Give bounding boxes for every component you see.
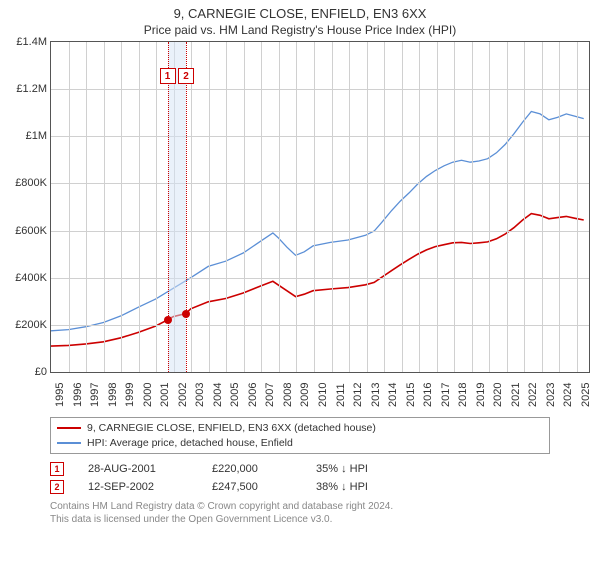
x-tick-label: 2020 [492, 383, 504, 407]
legend-swatch [57, 442, 81, 444]
x-tick-label: 2018 [457, 383, 469, 407]
chart-subtitle: Price paid vs. HM Land Registry's House … [0, 23, 600, 37]
x-tick-label: 2014 [387, 383, 399, 407]
x-tick-label: 2021 [510, 383, 522, 407]
x-tick-label: 2000 [142, 383, 154, 407]
event-delta: 38% ↓ HPI [316, 481, 368, 493]
x-tick-label: 2017 [440, 383, 452, 407]
y-tick-label: £0 [3, 366, 47, 378]
x-tick-label: 2013 [370, 383, 382, 407]
x-tick-label: 1998 [107, 383, 119, 407]
x-tick-label: 1996 [72, 383, 84, 407]
legend-item: 9, CARNEGIE CLOSE, ENFIELD, EN3 6XX (det… [57, 421, 543, 436]
x-tick-label: 2011 [335, 383, 347, 407]
x-tick-label: 1999 [124, 383, 136, 407]
y-tick-label: £200K [3, 319, 47, 331]
x-tick-label: 2015 [405, 383, 417, 407]
x-tick-label: 2016 [422, 383, 434, 407]
plot-svg [51, 42, 589, 372]
event-delta: 35% ↓ HPI [316, 463, 368, 475]
x-tick-label: 2009 [299, 383, 311, 407]
y-tick-label: £400K [3, 272, 47, 284]
legend-label: 9, CARNEGIE CLOSE, ENFIELD, EN3 6XX (det… [87, 421, 376, 436]
event-price: £247,500 [212, 481, 292, 493]
x-tick-label: 2012 [352, 383, 364, 407]
event-marker-icon: 2 [178, 68, 194, 84]
x-tick-label: 2022 [527, 383, 539, 407]
event-marker-icon: 2 [50, 480, 64, 494]
event-price: £220,000 [212, 463, 292, 475]
x-tick-label: 1995 [54, 383, 66, 407]
x-axis-labels: 1995 1996 1997 1998 1999 2000 2001 2002 2003 2004… [50, 373, 590, 413]
event-date: 28-AUG-2001 [88, 463, 188, 475]
footer-line: This data is licensed under the Open Gov… [50, 513, 550, 526]
x-tick-label: 1997 [89, 383, 101, 407]
footer-line: Contains HM Land Registry data © Crown c… [50, 500, 550, 513]
x-tick-label: 2010 [317, 383, 329, 407]
sale-dot [164, 316, 172, 324]
legend-swatch [57, 427, 81, 429]
x-tick-label: 2006 [247, 383, 259, 407]
legend-item: HPI: Average price, detached house, Enfi… [57, 436, 543, 451]
series-line-property [51, 214, 584, 347]
container: 9, CARNEGIE CLOSE, ENFIELD, EN3 6XX Pric… [0, 6, 600, 566]
x-tick-label: 2005 [229, 383, 241, 407]
series-line-hpi [51, 112, 584, 331]
event-date: 12-SEP-2002 [88, 481, 188, 493]
legend: 9, CARNEGIE CLOSE, ENFIELD, EN3 6XX (det… [50, 417, 550, 454]
events-table: 1 28-AUG-2001 £220,000 35% ↓ HPI 2 12-SE… [50, 460, 550, 496]
event-row: 2 12-SEP-2002 £247,500 38% ↓ HPI [50, 478, 550, 496]
x-tick-label: 2025 [580, 383, 592, 407]
x-tick-label: 2019 [475, 383, 487, 407]
legend-label: HPI: Average price, detached house, Enfi… [87, 436, 293, 451]
x-tick-label: 2008 [282, 383, 294, 407]
footer: Contains HM Land Registry data © Crown c… [50, 500, 550, 526]
y-tick-label: £1.2M [3, 83, 47, 95]
event-marker-icon: 1 [160, 68, 176, 84]
chart-title: 9, CARNEGIE CLOSE, ENFIELD, EN3 6XX [0, 6, 600, 21]
y-tick-label: £800K [3, 177, 47, 189]
x-tick-label: 2003 [194, 383, 206, 407]
sale-dot [182, 310, 190, 318]
y-tick-label: £600K [3, 225, 47, 237]
event-marker-icon: 1 [50, 462, 64, 476]
x-tick-label: 2001 [159, 383, 171, 407]
x-tick-label: 2024 [562, 383, 574, 407]
x-tick-label: 2002 [177, 383, 189, 407]
x-tick-label: 2023 [545, 383, 557, 407]
y-tick-label: £1.4M [3, 36, 47, 48]
x-tick-label: 2004 [212, 383, 224, 407]
chart-area: £0£200K£400K£600K£800K£1M£1.2M£1.4M12 [50, 41, 590, 373]
event-row: 1 28-AUG-2001 £220,000 35% ↓ HPI [50, 460, 550, 478]
x-tick-label: 2007 [264, 383, 276, 407]
y-tick-label: £1M [3, 130, 47, 142]
